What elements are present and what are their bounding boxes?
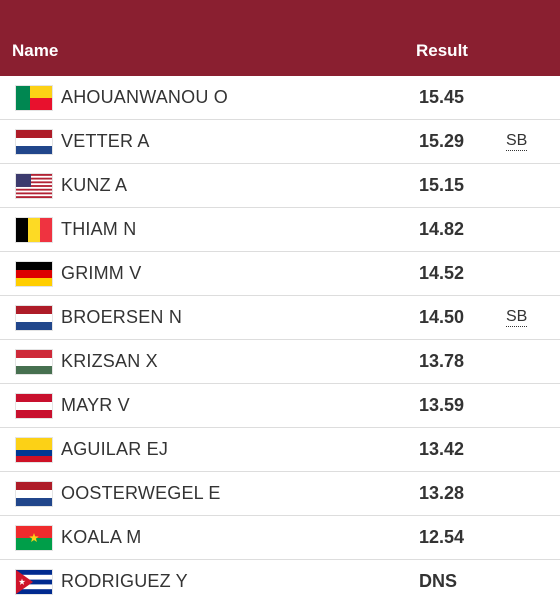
flag-graphic [15,129,53,155]
country-flag [15,129,53,155]
country-flag [15,305,53,331]
result-note: SB [506,132,528,151]
athlete-name: BROERSEN N [61,307,183,327]
country-flag [15,481,53,507]
result-row: GRIMM V 14.52 [0,252,560,296]
athlete-name: AHOUANWANOU O [61,87,228,107]
result-value: 13.28 [419,483,465,503]
country-flag [15,393,53,419]
country-flag [15,525,53,551]
flag-graphic [15,85,53,111]
flag-graphic [15,349,53,375]
flag-graphic [15,393,53,419]
name-header: Name [12,41,59,60]
result-value: 14.50 [419,307,465,327]
country-flag [15,85,53,111]
athlete-name: AGUILAR EJ [61,439,169,459]
athlete-name: VETTER A [61,131,150,151]
result-row: VETTER A 15.29 SB [0,120,560,164]
country-flag [15,217,53,243]
athlete-name: RODRIGUEZ Y [61,571,188,591]
country-flag [15,569,53,595]
result-header: Result [416,41,468,60]
country-flag [15,173,53,199]
result-value: 13.42 [419,439,465,459]
result-value: 15.15 [419,175,465,195]
athlete-name: OOSTERWEGEL E [61,483,221,503]
athlete-name: MAYR V [61,395,130,415]
result-value: 15.29 [419,131,465,151]
flag-graphic [15,569,53,595]
flag-graphic [15,173,53,199]
result-value: DNS [419,571,458,591]
athlete-name: KUNZ A [61,175,128,195]
result-row: MAYR V 13.59 [0,384,560,428]
country-flag [15,349,53,375]
athlete-name: GRIMM V [61,263,142,283]
result-row: OOSTERWEGEL E 13.28 [0,472,560,516]
result-row: KOALA M 12.54 [0,516,560,560]
flag-graphic [15,481,53,507]
athlete-name: THIAM N [61,219,137,239]
result-note: SB [506,308,528,327]
result-row: AHOUANWANOU O 15.45 [0,76,560,120]
result-value: 13.59 [419,395,465,415]
result-value: 13.78 [419,351,465,371]
result-value: 14.52 [419,263,465,283]
flag-graphic [15,217,53,243]
athlete-name: KRIZSAN X [61,351,158,371]
flag-graphic [15,437,53,463]
result-value: 15.45 [419,87,465,107]
result-row: THIAM N 14.82 [0,208,560,252]
result-row: AGUILAR EJ 13.42 [0,428,560,472]
result-value: 12.54 [419,527,465,547]
header-bar: Name Result [0,0,560,76]
result-row: BROERSEN N 14.50 SB [0,296,560,340]
result-row: KRIZSAN X 13.78 [0,340,560,384]
result-value: 14.82 [419,219,465,239]
country-flag [15,261,53,287]
flag-graphic [15,305,53,331]
result-row: RODRIGUEZ Y DNS [0,560,560,600]
flag-graphic [15,261,53,287]
athlete-name: KOALA M [61,527,142,547]
result-row: KUNZ A 15.15 [0,164,560,208]
country-flag [15,437,53,463]
flag-graphic [15,525,53,551]
